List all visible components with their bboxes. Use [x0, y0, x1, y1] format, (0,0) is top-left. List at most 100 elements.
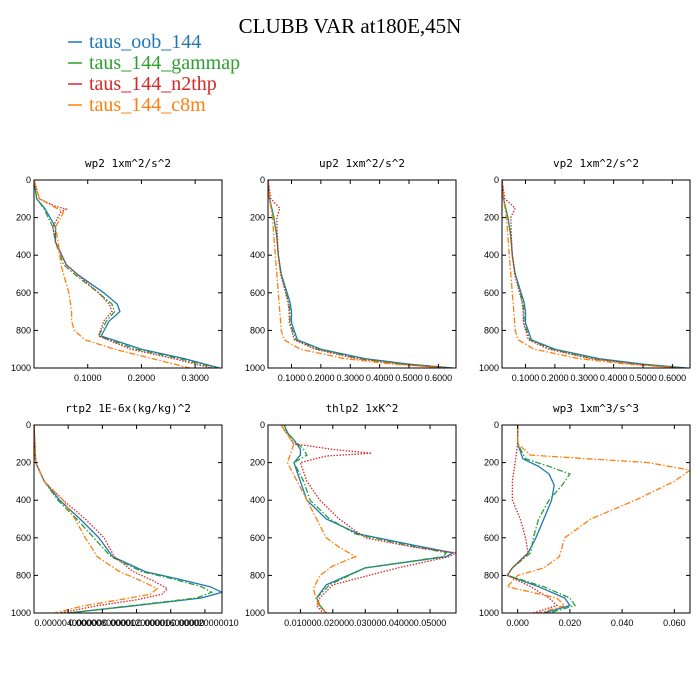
x-tick-label: 0.2000 [541, 373, 569, 383]
plot-frame [267, 424, 457, 614]
y-tick-label: 600 [484, 288, 499, 298]
plot-frame [33, 424, 223, 614]
panel-title: wp3 1xm^3/s^3 [553, 402, 639, 415]
y-tick-label: 600 [484, 533, 499, 543]
plot-frame [267, 179, 457, 369]
x-tick-label: 0.2000 [128, 373, 156, 383]
x-tick-label: 0.1000 [512, 373, 540, 383]
series-line-taus_144_c8m [502, 180, 679, 368]
x-tick-label: 0.000020000010 [171, 618, 239, 628]
x-tick-label: 0.3000 [336, 373, 364, 383]
y-tick-label: 400 [484, 495, 499, 505]
panel-4: thlp2 1xK^2 0 200 400 600 800 1000 0.01000 0.020… [245, 402, 457, 628]
series-line-taus_oob_144 [506, 425, 571, 613]
x-tick-label: 0.020 [559, 618, 582, 628]
y-tick-label: 200 [16, 213, 31, 223]
series-line-taus_144_gammap [34, 180, 217, 368]
y-tick-label: 600 [250, 533, 265, 543]
y-tick-label: 200 [250, 213, 265, 223]
y-tick-label: 1000 [479, 608, 499, 618]
x-tick-label: 0.5000 [629, 373, 657, 383]
series-line-taus_144_gammap [283, 425, 448, 613]
y-tick-label: 200 [16, 458, 31, 468]
x-tick-label: 0.000 [506, 618, 529, 628]
y-tick-label: 600 [16, 288, 31, 298]
panel-title: rtp2 1E-6x(kg/kg)^2 [65, 402, 191, 415]
series-line-taus_144_gammap [34, 425, 214, 613]
plot-frame [501, 179, 691, 369]
panel-5: wp3 1xm^3/s^3 0 200 400 600 800 1000 0.000 0.020… [479, 402, 691, 628]
x-tick-label: 0.02000 [317, 618, 350, 628]
y-tick-label: 400 [16, 250, 31, 260]
x-tick-label: 0.000008000000 [69, 618, 137, 628]
legend-label-taus_144_c8m: taus_144_c8m [89, 94, 206, 116]
x-tick-label: 0.000016000000 [137, 618, 205, 628]
y-tick-label: 200 [484, 458, 499, 468]
y-tick-label: 800 [250, 570, 265, 580]
y-tick-label: 600 [16, 533, 31, 543]
y-tick-label: 400 [250, 250, 265, 260]
x-tick-label: 0.6000 [425, 373, 453, 383]
y-tick-label: 400 [16, 495, 31, 505]
series-line-taus_144_c8m [34, 425, 159, 613]
panel-title: thlp2 1xK^2 [326, 402, 399, 415]
series-line-taus_144_c8m [505, 425, 690, 613]
panel-0: wp2 1xm^2/s^2 0 200 400 600 800 1000 0.1000 0.20… [11, 157, 223, 383]
legend: taus_oob_144taus_144_gammaptaus_144_n2th… [68, 31, 240, 116]
panel-2: vp2 1xm^2/s^2 0 200 400 600 800 1000 0.1000 0.20… [479, 157, 691, 383]
y-tick-label: 400 [250, 495, 265, 505]
series-line-taus_144_n2thp [268, 180, 448, 368]
x-tick-label: 0.04000 [381, 618, 414, 628]
y-tick-label: 200 [250, 458, 265, 468]
x-tick-label: 0.000012000000 [103, 618, 171, 628]
x-tick-label: 0.3000 [570, 373, 598, 383]
series-line-taus_144_n2thp [280, 425, 456, 613]
y-tick-label: 800 [16, 570, 31, 580]
legend-label-taus_144_gammap: taus_144_gammap [89, 52, 240, 74]
series-line-taus_oob_144 [502, 180, 688, 368]
series-line-taus_144_c8m [280, 425, 357, 613]
y-tick-label: 0 [260, 420, 265, 430]
y-tick-label: 1000 [245, 608, 265, 618]
series-line-taus_144_n2thp [34, 180, 212, 368]
x-tick-label: 0.2000 [307, 373, 335, 383]
y-tick-label: 0 [260, 175, 265, 185]
x-tick-label: 0.1000 [278, 373, 306, 383]
figure-title: CLUBB VAR at180E,45N [239, 14, 462, 38]
panel-title: vp2 1xm^2/s^2 [553, 157, 639, 170]
panel-title: wp2 1xm^2/s^2 [85, 157, 171, 170]
series-line-taus_144_n2thp [34, 425, 169, 613]
series-line-taus_144_gammap [506, 425, 577, 613]
y-tick-label: 800 [250, 325, 265, 335]
y-tick-label: 600 [250, 288, 265, 298]
y-tick-label: 1000 [245, 363, 265, 373]
legend-label-taus_oob_144: taus_oob_144 [89, 31, 201, 53]
panel-3: rtp2 1E-6x(kg/kg)^2020040060080010000.00… [11, 402, 239, 628]
x-tick-label: 0.6000 [659, 373, 687, 383]
y-tick-label: 0 [494, 175, 499, 185]
series-line-taus_144_n2thp [502, 180, 682, 368]
y-tick-label: 0 [494, 420, 499, 430]
y-tick-label: 0 [26, 420, 31, 430]
x-tick-label: 0.3000 [181, 373, 209, 383]
x-tick-label: 0.05000 [414, 618, 447, 628]
x-tick-label: 0.4000 [366, 373, 394, 383]
panel-title: up2 1xm^2/s^2 [319, 157, 405, 170]
y-tick-label: 0 [26, 175, 31, 185]
plot-frame [501, 424, 691, 614]
y-tick-label: 800 [484, 570, 499, 580]
x-tick-label: 0.060 [663, 618, 686, 628]
x-tick-label: 0.000004000000 [34, 618, 102, 628]
series-line-taus_144_c8m [34, 180, 190, 368]
plot-frame [33, 179, 223, 369]
x-tick-label: 0.1000 [74, 373, 102, 383]
series-line-taus_oob_144 [268, 180, 454, 368]
y-tick-label: 1000 [11, 363, 31, 373]
series-line-taus_144_n2thp [506, 425, 559, 613]
legend-label-taus_144_n2thp: taus_144_n2thp [89, 73, 217, 95]
series-line-taus_144_gammap [268, 180, 451, 368]
series-line-taus_oob_144 [283, 425, 455, 613]
x-tick-label: 0.4000 [600, 373, 628, 383]
